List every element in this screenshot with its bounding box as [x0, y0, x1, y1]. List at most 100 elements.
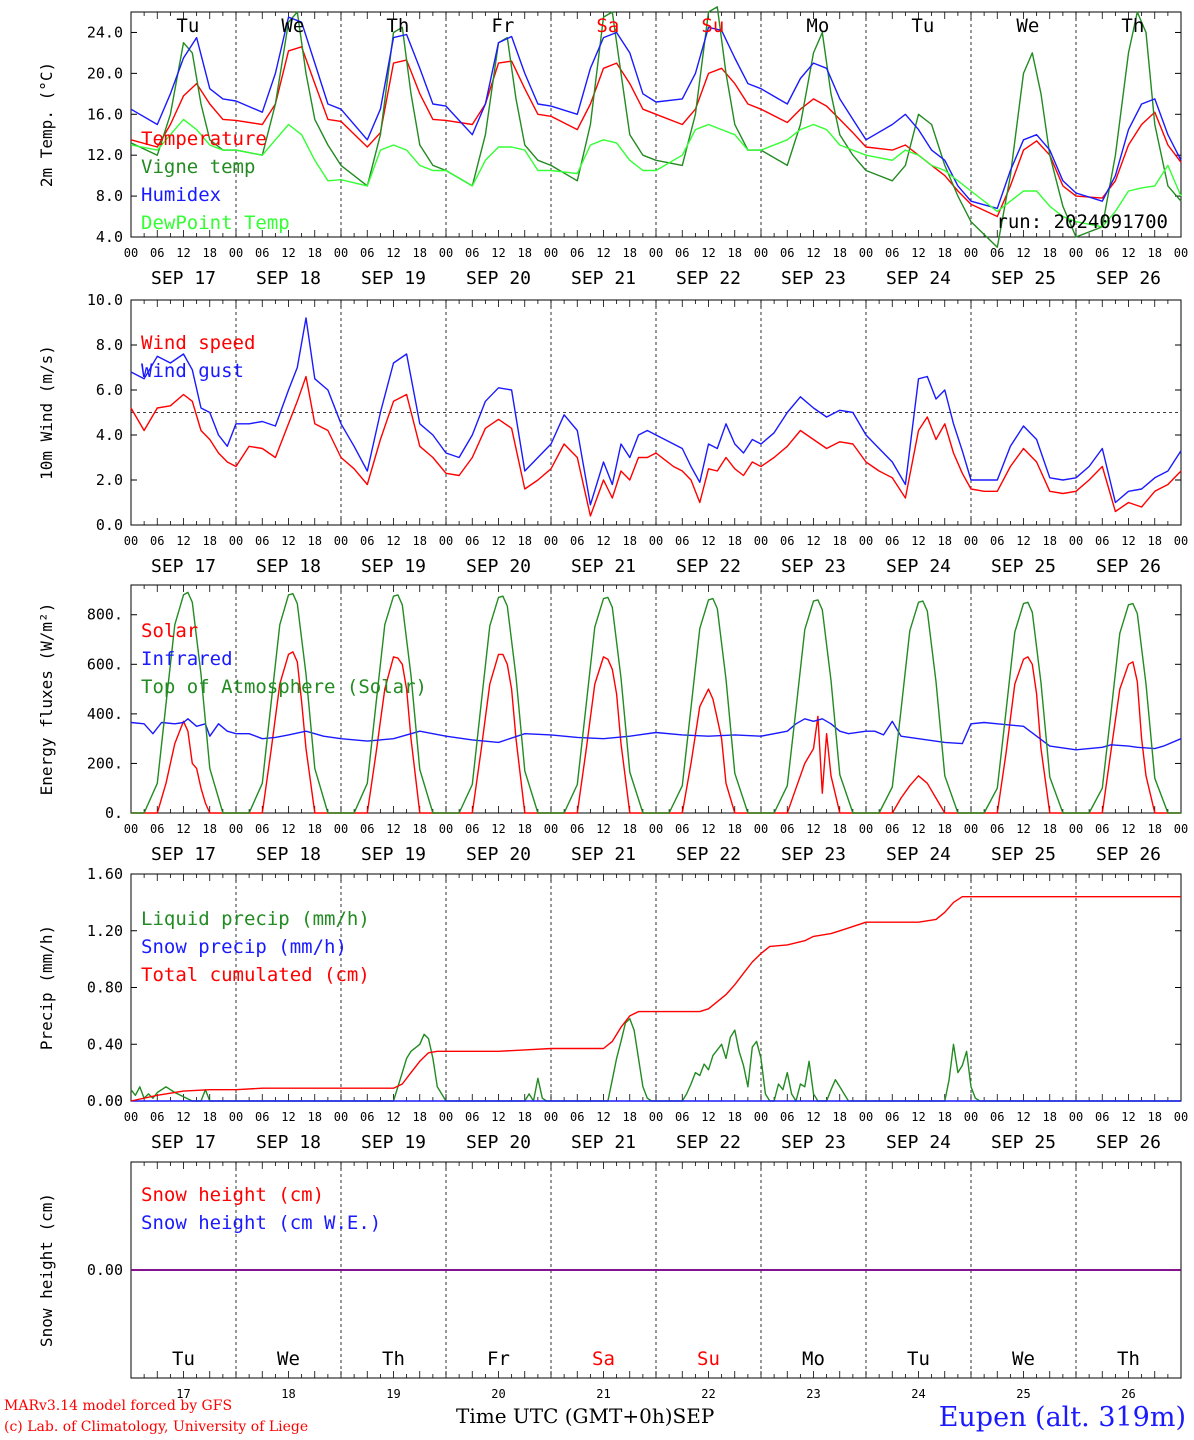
x-tick-label: 06 — [360, 534, 374, 548]
x-tick-label: 18 — [1043, 246, 1057, 260]
date-label: SEP 23 — [781, 1132, 846, 1153]
x-tick-label: 00 — [754, 534, 768, 548]
x-tick-label: 00 — [1069, 534, 1083, 548]
time-label: Time UTC (GMT+0h) — [456, 1404, 673, 1428]
x-tick-label: 00 — [439, 1110, 453, 1124]
date-label: SEP 26 — [1096, 844, 1161, 865]
weekday-label-top: Mo — [806, 15, 829, 37]
x-tick-label: 18 — [623, 1110, 637, 1124]
x-tick-label: 12 — [701, 1110, 715, 1124]
date-label: SEP 19 — [361, 1132, 426, 1153]
x-tick-label: 00 — [124, 534, 138, 548]
y-tick-label: 8.0 — [96, 336, 123, 354]
x-tick-label: 06 — [990, 246, 1004, 260]
x-tick-label: 00 — [544, 534, 558, 548]
legend-entry: Solar — [141, 620, 198, 642]
x-tick-label: 18 — [938, 1110, 952, 1124]
x-tick-label: 00 — [859, 1110, 873, 1124]
x-tick-label: 12 — [176, 1110, 190, 1124]
x-tick-label: 00 — [439, 534, 453, 548]
x-tick-label: 00 — [124, 1110, 138, 1124]
x-tick-label: 06 — [255, 1110, 269, 1124]
lab-credit: (c) Lab. of Climatology, University of L… — [4, 1419, 309, 1435]
x-tick-label: 18 — [203, 246, 217, 260]
x-tick-label: 00 — [229, 822, 243, 836]
x-tick-label: 00 — [859, 534, 873, 548]
x-tick-label: 00 — [964, 246, 978, 260]
weekday-label-bottom: Tu — [172, 1348, 195, 1370]
date-label: SEP 26 — [1096, 1132, 1161, 1153]
x-tick-label: 12 — [911, 1110, 925, 1124]
x-tick-label: 12 — [596, 246, 610, 260]
x-tick-label: 18 — [623, 534, 637, 548]
x-tick-label: 00 — [1069, 1110, 1083, 1124]
x-tick-label: 06 — [990, 534, 1004, 548]
x-tick-label: 06 — [780, 246, 794, 260]
x-tick-label: 00 — [964, 534, 978, 548]
date-label: SEP 17 — [151, 844, 216, 865]
y-tick-label: 0.00 — [87, 1092, 123, 1110]
x-tick-label: 18 — [623, 822, 637, 836]
x-tick-label: 18 — [833, 1110, 847, 1124]
x-tick-label: 06 — [1095, 822, 1109, 836]
x-tick-label: 18 — [413, 822, 427, 836]
x-tick-label: 00 — [649, 246, 663, 260]
weekday-label-bottom: We — [1012, 1348, 1035, 1370]
day-number-label: 26 — [1121, 1387, 1135, 1401]
x-tick-label: 12 — [1016, 534, 1030, 548]
x-tick-label: 00 — [544, 1110, 558, 1124]
date-label: SEP 20 — [466, 1132, 531, 1153]
location-title: Eupen (alt. 319m) — [938, 1402, 1186, 1433]
month-label: SEP — [672, 1404, 715, 1428]
x-tick-label: 12 — [806, 534, 820, 548]
x-axis-title: Time UTC (GMT+0h)SEP — [456, 1404, 714, 1428]
y-tick-label: 2.0 — [96, 471, 123, 489]
x-tick-label: 18 — [1148, 822, 1162, 836]
x-tick-label: 12 — [1016, 246, 1030, 260]
weekday-label-top: Th — [1121, 15, 1144, 37]
x-tick-label: 12 — [281, 246, 295, 260]
x-tick-label: 00 — [439, 822, 453, 836]
x-tick-label: 18 — [413, 1110, 427, 1124]
weekday-label-top: Fr — [491, 15, 514, 37]
y-axis-title: 2m Temp. (°C) — [37, 62, 56, 187]
date-label: SEP 19 — [361, 556, 426, 577]
date-label: SEP 17 — [151, 1132, 216, 1153]
x-tick-label: 00 — [649, 822, 663, 836]
x-tick-label: 00 — [649, 1110, 663, 1124]
x-tick-label: 06 — [675, 246, 689, 260]
y-tick-label: 200. — [87, 754, 123, 772]
day-number-label: 21 — [596, 1387, 610, 1401]
x-tick-label: 18 — [833, 534, 847, 548]
x-tick-label: 12 — [911, 822, 925, 836]
date-label: SEP 24 — [886, 268, 951, 289]
y-tick-label: 400. — [87, 705, 123, 723]
date-label: SEP 22 — [676, 268, 741, 289]
x-tick-label: 12 — [281, 534, 295, 548]
y-tick-label: 4.0 — [96, 228, 123, 246]
date-label: SEP 21 — [571, 1132, 636, 1153]
y-axis-title: Energy fluxes (W/m²) — [37, 603, 56, 796]
y-tick-label: 4.0 — [96, 426, 123, 444]
x-tick-label: 00 — [1174, 534, 1188, 548]
date-label: SEP 19 — [361, 844, 426, 865]
x-tick-label: 06 — [990, 1110, 1004, 1124]
day-number-label: 19 — [386, 1387, 400, 1401]
x-tick-label: 06 — [360, 246, 374, 260]
date-label: SEP 22 — [676, 1132, 741, 1153]
series-line-humidex — [130, 16, 1182, 210]
x-tick-label: 12 — [596, 534, 610, 548]
date-label: SEP 21 — [571, 268, 636, 289]
x-tick-label: 06 — [1095, 246, 1109, 260]
x-tick-label: 06 — [150, 1110, 164, 1124]
legend-entry: Infrared — [141, 648, 233, 670]
x-tick-label: 00 — [124, 822, 138, 836]
date-label: SEP 19 — [361, 268, 426, 289]
x-tick-label: 18 — [1043, 1110, 1057, 1124]
x-tick-label: 00 — [334, 1110, 348, 1124]
day-number-label: 23 — [806, 1387, 820, 1401]
legend-entry: Snow precip (mm/h) — [141, 936, 347, 958]
x-tick-label: 06 — [780, 822, 794, 836]
weekday-label-bottom: Fr — [487, 1348, 510, 1370]
x-tick-label: 06 — [990, 822, 1004, 836]
